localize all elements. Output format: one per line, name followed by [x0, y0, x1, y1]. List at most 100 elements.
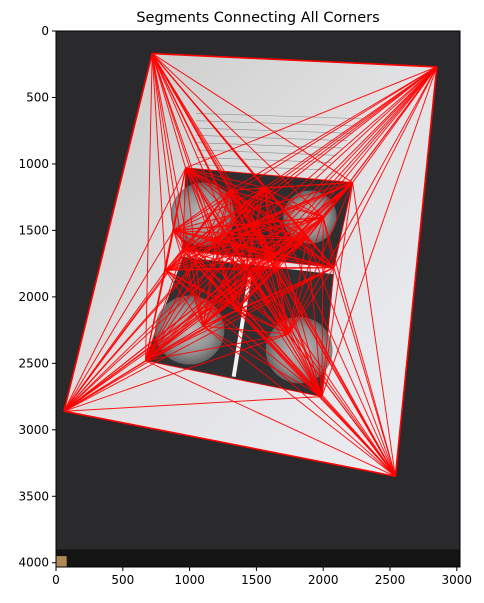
corner-segment: [145, 66, 438, 362]
corner-segment: [165, 223, 257, 271]
x-tick-label: 2500: [375, 573, 406, 587]
outline-segment: [152, 52, 437, 68]
x-tick-label: 1000: [174, 573, 205, 587]
corner-segment: [182, 66, 438, 251]
corner-segment: [63, 167, 187, 412]
corner-segment: [352, 182, 396, 477]
corner-segment: [306, 216, 324, 239]
y-tick-label: 0: [41, 24, 49, 38]
corner-segment: [321, 66, 438, 397]
corner-segment: [202, 223, 257, 327]
corner-segment: [333, 66, 438, 268]
corner-segment: [256, 66, 438, 225]
corner-segment: [165, 216, 324, 271]
corner-segment: [264, 182, 353, 189]
corner-segment: [185, 167, 335, 269]
corner-segment: [271, 256, 289, 335]
corner-segment: [322, 217, 335, 268]
corner-segment: [202, 187, 265, 327]
corner-segment: [63, 269, 166, 412]
corner-segment: [145, 360, 396, 477]
corner-segment: [173, 230, 289, 335]
corner-segment: [145, 182, 353, 362]
chart-title: Segments Connecting All Corners: [136, 10, 379, 26]
corner-segment: [165, 66, 438, 271]
corner-segment: [245, 267, 289, 335]
corner-segment: [255, 223, 323, 397]
corner-segment: [151, 53, 184, 251]
corner-segment: [306, 238, 323, 397]
corner-segment: [145, 309, 237, 362]
corner-segment: [287, 216, 324, 335]
x-tick-label: 1500: [241, 573, 272, 587]
corner-segment: [151, 53, 353, 183]
corner-segment: [215, 238, 289, 335]
corner-segment: [245, 267, 396, 477]
corner-segment: [202, 190, 231, 327]
corner-segment: [173, 229, 273, 258]
corner-segment: [236, 309, 323, 397]
paper-text-line: [196, 142, 342, 149]
y-axis: 0 500 1000 1500 2000 2500 3000 3500 4000: [18, 24, 56, 570]
corner-segment: [263, 187, 323, 397]
corner-segment: [202, 256, 273, 327]
corner-segment: [216, 66, 438, 239]
corner-segment: [202, 216, 324, 327]
corner-segment: [173, 190, 230, 231]
corner-segment: [229, 190, 237, 311]
corner-segment: [229, 190, 335, 269]
corner-segment: [145, 360, 322, 398]
corner-segment: [202, 325, 323, 398]
corner-segment: [229, 187, 265, 192]
corner-segment: [306, 238, 396, 477]
y-tick-label: 2500: [18, 356, 49, 370]
corner-segment: [321, 182, 354, 397]
x-axis: 0 500 1000 1500 2000 2500 3000: [52, 567, 472, 587]
x-tick-label: 2000: [308, 573, 339, 587]
outline-segment: [63, 53, 153, 412]
corner-segment: [182, 250, 323, 397]
corner-segment: [263, 187, 289, 335]
corner-segment: [151, 53, 289, 335]
paper-text-line: [196, 149, 337, 156]
y-tick-label: 2000: [18, 290, 49, 304]
corner-segment: [165, 190, 231, 271]
corner-segment: [151, 53, 257, 225]
corner-segment: [321, 217, 324, 397]
corner-segment: [321, 267, 335, 397]
corner-segment: [185, 66, 437, 169]
corner-segment: [288, 333, 396, 477]
corner-segment: [229, 66, 438, 191]
corner-segment: [151, 53, 175, 231]
corner-segment: [333, 267, 396, 477]
y-tick-label: 3000: [18, 423, 49, 437]
corner-segment: [272, 216, 324, 258]
corner-segment: [173, 187, 265, 231]
corner-segment: [215, 187, 265, 239]
corner-segment: [182, 167, 187, 251]
corner-segment: [165, 237, 308, 271]
corner-segment: [165, 270, 204, 327]
corner-segment: [185, 167, 265, 189]
corner-segment: [63, 267, 247, 412]
corner-segment: [288, 66, 438, 335]
corner-segment: [145, 237, 308, 362]
corner-segment: [173, 230, 204, 327]
corner-segment: [255, 223, 289, 335]
corner-segment: [216, 223, 257, 239]
corner-segment: [264, 187, 324, 218]
corner-segment: [173, 230, 184, 251]
corner-segment: [151, 53, 187, 169]
y-tick-label: 1500: [18, 223, 49, 237]
y-tick-label: 500: [26, 90, 49, 104]
corner-segment: [173, 216, 324, 231]
corner-segment: [255, 223, 273, 258]
corner-segment: [235, 216, 324, 311]
corner-segment: [165, 267, 246, 271]
corner-segment: [333, 182, 354, 268]
corner-segment: [202, 237, 308, 327]
corner-segment: [264, 187, 308, 239]
corner-segment: [235, 256, 273, 311]
corner-segment: [173, 66, 438, 231]
